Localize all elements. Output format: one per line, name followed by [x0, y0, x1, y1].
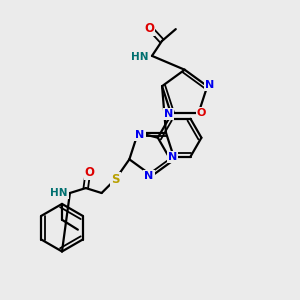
Text: N: N: [164, 109, 173, 119]
Text: N: N: [135, 130, 145, 140]
Text: O: O: [144, 22, 154, 34]
Text: O: O: [85, 166, 95, 179]
Text: N: N: [168, 152, 177, 162]
Text: HN: HN: [50, 188, 68, 198]
Text: N: N: [205, 80, 214, 90]
Text: O: O: [197, 108, 206, 118]
Text: HN: HN: [130, 52, 148, 62]
Text: N: N: [144, 171, 154, 181]
Text: S: S: [111, 172, 120, 186]
